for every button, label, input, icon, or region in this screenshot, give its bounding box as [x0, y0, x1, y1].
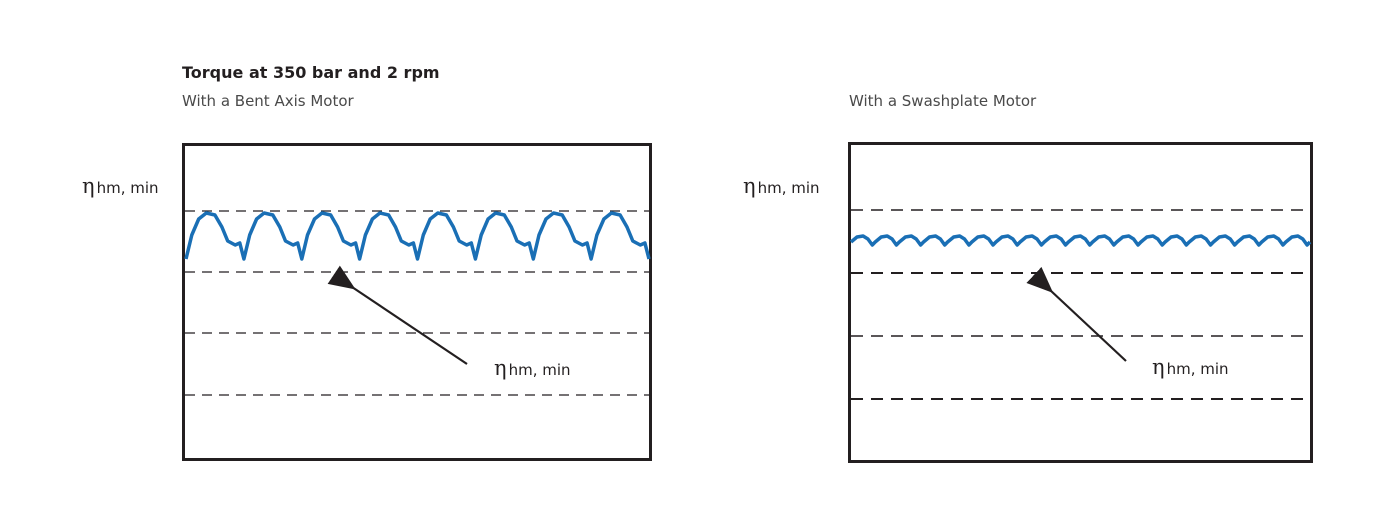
right-panel [848, 142, 1313, 463]
eta-symbol: η [1152, 355, 1165, 379]
right-arrow [1026, 266, 1127, 362]
eta-symbol: η [82, 174, 95, 198]
left-panel-frame [182, 143, 652, 461]
left-torque-curve [184, 211, 651, 261]
eta-symbol: η [743, 174, 756, 198]
right-panel-frame [848, 142, 1313, 463]
right-axis-label: η hm, min [743, 174, 820, 198]
right-arrow-label-text: hm, min [1166, 360, 1229, 378]
figure-title: Torque at 350 bar and 2 rpm [182, 63, 440, 82]
eta-symbol: η [494, 356, 507, 380]
left-axis-label-text: hm, min [96, 179, 159, 197]
left-axis-label: η hm, min [82, 174, 159, 198]
left-panel [182, 143, 652, 461]
right-arrow-label: η hm, min [1152, 355, 1229, 379]
left-panel-subtitle: With a Bent Axis Motor [182, 92, 354, 110]
right-axis-label-text: hm, min [757, 179, 820, 197]
right-torque-curve [849, 234, 1312, 247]
left-arrow [327, 265, 468, 365]
left-arrow-label-text: hm, min [508, 361, 571, 379]
left-arrow-label: η hm, min [494, 356, 571, 380]
right-panel-subtitle: With a Swashplate Motor [849, 92, 1037, 110]
